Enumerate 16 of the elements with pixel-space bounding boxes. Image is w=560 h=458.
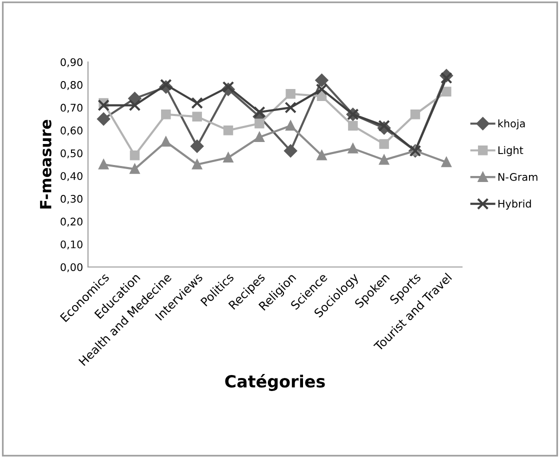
- y-tick-label: 0,90: [60, 58, 82, 68]
- y-tick-label: 0,10: [60, 240, 82, 250]
- y-tick-label: 0,50: [60, 149, 82, 158]
- y-tick-label: 0,40: [60, 172, 82, 182]
- y-axis-title: F-measure: [40, 120, 52, 208]
- y-tick-label: 0,80: [60, 81, 82, 90]
- legend-label: Hybrid: [498, 200, 531, 210]
- x-axis-title: Catégories: [225, 374, 325, 391]
- legend-label: N-Gram: [498, 173, 538, 181]
- legend-label: khoja: [498, 119, 525, 130]
- legend-label: Light: [498, 146, 524, 156]
- y-tick-label: 0,20: [60, 218, 82, 227]
- y-tick-label: 0,30: [60, 194, 82, 204]
- y-tick-label: 0,00: [60, 263, 82, 272]
- y-tick-label: 0,60: [60, 126, 82, 136]
- y-tick-label: 0,70: [60, 104, 82, 113]
